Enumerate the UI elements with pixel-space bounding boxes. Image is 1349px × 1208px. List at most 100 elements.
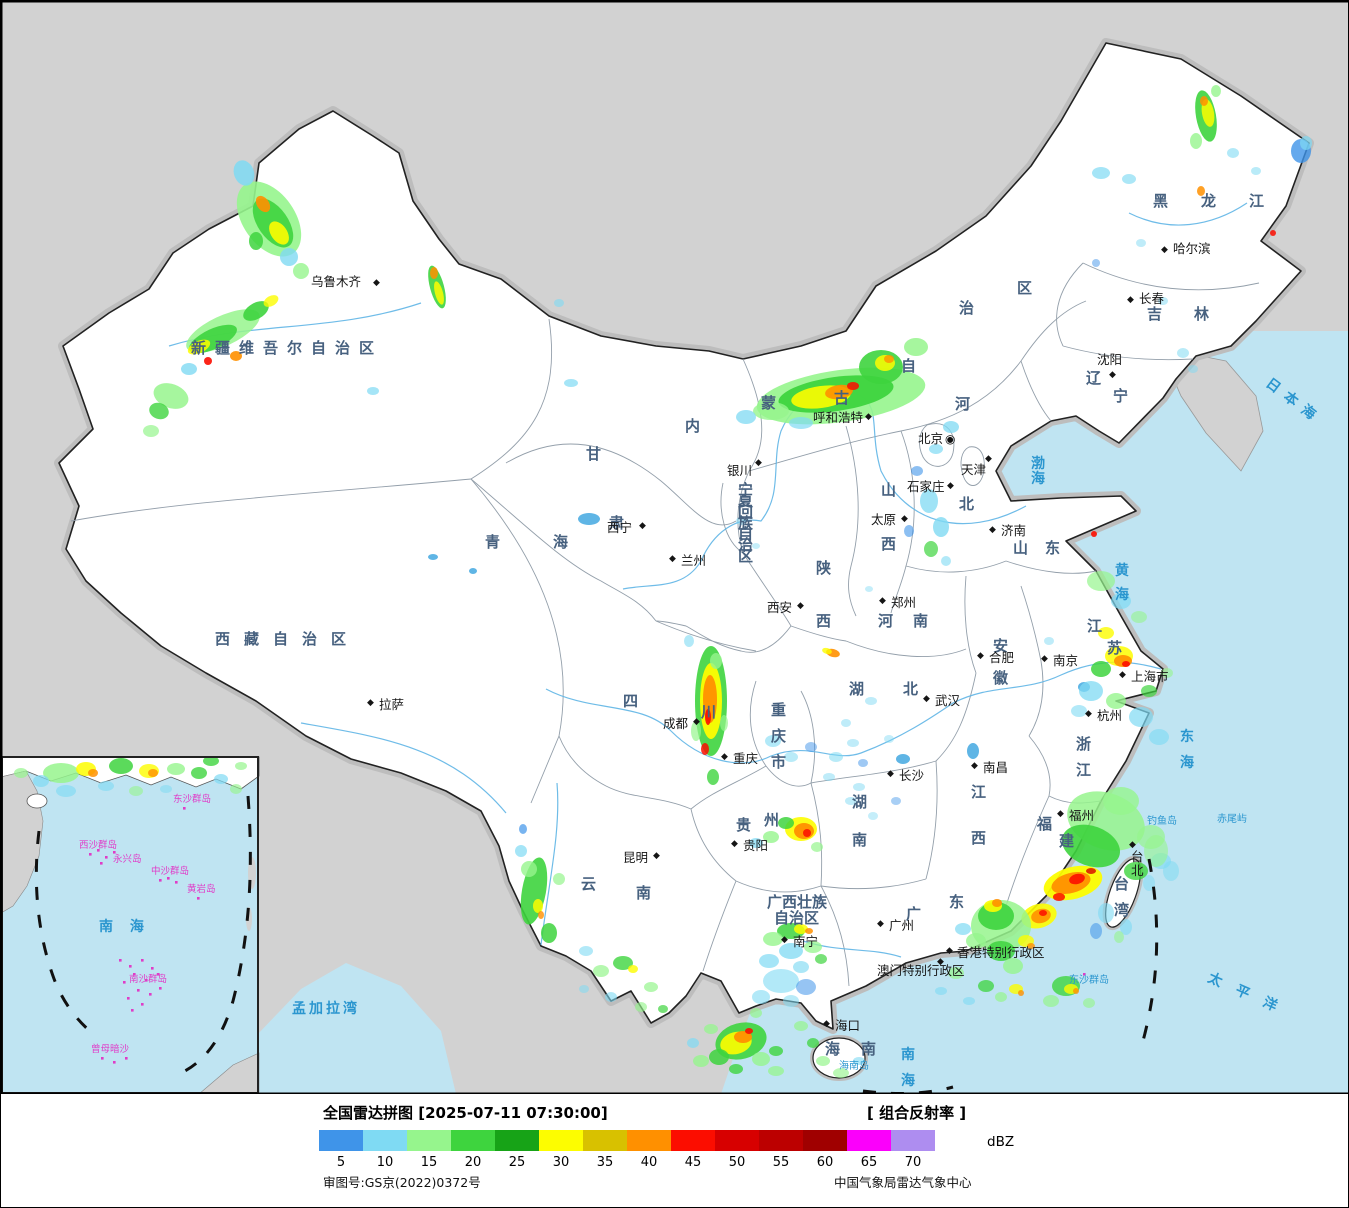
radar-echo <box>710 653 722 669</box>
city-label: 广州 <box>889 918 914 933</box>
province-label: 湾 <box>1114 901 1129 919</box>
radar-echo <box>891 797 901 805</box>
product-label: [ 组合反射率 ] <box>867 1104 967 1122</box>
island-dot <box>145 979 148 982</box>
radar-echo <box>149 402 169 420</box>
city-label: 南宁 <box>793 934 818 949</box>
province-label: 内 <box>685 417 700 435</box>
city-marker: ◆ <box>693 717 700 727</box>
radar-echo <box>752 543 760 549</box>
radar-echo <box>1200 96 1208 106</box>
island-dot <box>167 877 170 880</box>
island-dot <box>123 981 126 984</box>
city-label: 石家庄 <box>907 479 945 494</box>
radar-echo <box>847 382 859 390</box>
province-label: 四 <box>623 692 638 710</box>
city-label: 台北 <box>1131 849 1144 878</box>
scale-step: 50 <box>715 1130 759 1170</box>
radar-echo <box>541 923 557 943</box>
island-dot <box>127 997 130 1000</box>
radar-echo <box>579 946 593 956</box>
city-marker: ◆ <box>865 412 872 422</box>
radar-echo <box>884 355 894 363</box>
radar-echo <box>148 769 158 777</box>
province-label: 区 <box>1017 279 1032 297</box>
sea-label: 孟加拉湾 <box>292 1000 360 1017</box>
radar-echo <box>807 1038 819 1048</box>
radar-echo <box>1158 297 1168 305</box>
radar-echo <box>1061 824 1121 868</box>
city-marker: ◆ <box>1119 670 1126 680</box>
radar-echo <box>243 301 269 321</box>
radar-echo <box>933 517 949 537</box>
province-label: 宁 <box>1113 387 1128 405</box>
radar-echo <box>1177 348 1189 358</box>
island-dot <box>197 897 200 900</box>
city-marker: ◆ <box>1129 840 1136 850</box>
island-label: 钓鱼岛 <box>1147 814 1177 827</box>
province-label: 广西壮族 <box>767 893 828 911</box>
radar-echo <box>1073 988 1079 994</box>
island-dot <box>119 959 122 962</box>
radar-echo <box>853 1057 865 1065</box>
archipelago-label: 东沙群岛 <box>173 793 211 805</box>
radar-echo <box>280 248 298 266</box>
archipelago-label: 中沙群岛 <box>151 865 189 877</box>
radar-echo <box>1251 167 1261 175</box>
scale-value: 5 <box>336 1155 346 1170</box>
city-label: 哈尔滨 <box>1173 241 1211 256</box>
radar-echo <box>963 997 975 1005</box>
radar-echo <box>554 299 564 307</box>
radar-echo <box>779 943 803 959</box>
radar-echo <box>841 719 851 727</box>
province-label: 川 <box>700 703 716 721</box>
radar-echo <box>658 1005 668 1013</box>
radar-echo <box>538 911 544 919</box>
radar-echo <box>1092 167 1110 179</box>
city-marker: ◆ <box>731 839 738 849</box>
radar-echo <box>752 990 770 1004</box>
city-marker: ◆ <box>985 454 992 464</box>
province-borders <box>70 262 1260 987</box>
island-dot <box>131 1009 134 1012</box>
radar-echo <box>1086 868 1096 874</box>
radar-echo <box>749 838 763 848</box>
province-label: 北 <box>903 680 918 698</box>
province-label: 河 <box>878 612 893 630</box>
island-dot <box>183 807 186 810</box>
radar-echo <box>1120 919 1132 935</box>
radar-echo <box>1149 729 1169 745</box>
radar-echo <box>1161 668 1173 678</box>
radar-echo <box>995 992 1007 1002</box>
radar-echo <box>865 586 873 592</box>
archipelago-label: 西沙群岛 <box>79 839 117 851</box>
island-dot <box>113 851 116 854</box>
city-label: 济南 <box>1001 523 1026 538</box>
radar-echo <box>230 351 242 361</box>
radar-echo <box>729 1064 743 1074</box>
city-marker: ◆ <box>797 601 804 611</box>
province-label: 自治区 <box>774 909 819 927</box>
radar-echo <box>1131 611 1147 623</box>
city-label: 兰州 <box>681 553 706 568</box>
province-label: 江 <box>1087 617 1102 635</box>
radar-echo <box>847 739 859 747</box>
island-dot <box>141 1003 144 1006</box>
province-label: 西 <box>816 612 831 630</box>
radar-echo <box>833 1068 849 1078</box>
city-marker: ◆ <box>989 525 996 535</box>
radar-echo <box>1211 85 1221 97</box>
radar-echo <box>935 987 947 995</box>
province-label: 台 <box>1114 875 1129 893</box>
radar-echo <box>1053 893 1065 901</box>
nine-dash-line <box>34 795 1159 1094</box>
province-label: 江 <box>1249 192 1264 210</box>
scale-color-swatch <box>407 1130 451 1151</box>
radar-echo <box>823 773 835 781</box>
scale-step: 30 <box>539 1130 583 1170</box>
island-dot <box>101 1057 104 1060</box>
province-label: 苏 <box>1107 639 1122 657</box>
city-label: 杭州 <box>1097 708 1122 723</box>
city-label: 南京 <box>1053 653 1078 668</box>
